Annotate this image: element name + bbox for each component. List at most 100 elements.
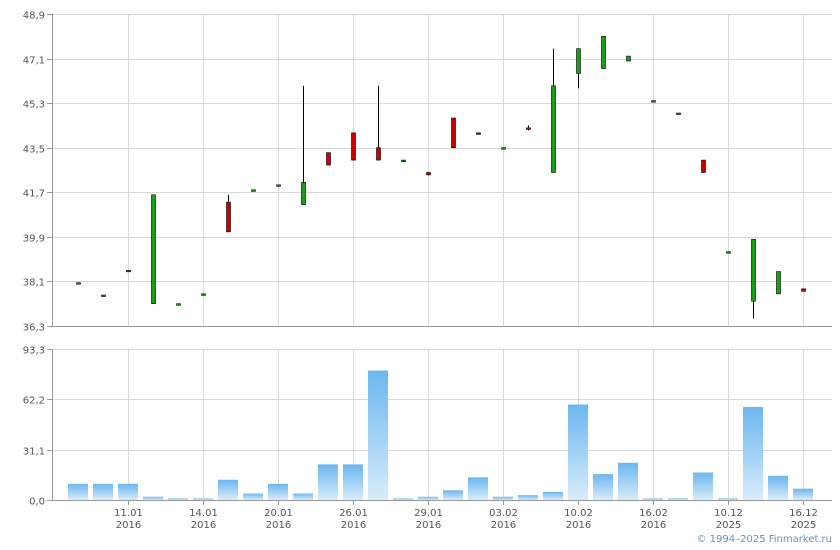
candle-body <box>601 35 606 69</box>
candle <box>276 184 281 187</box>
x-tick-label-year: 2016 <box>641 520 666 531</box>
candle-body <box>351 132 356 161</box>
volume-bar <box>593 474 613 500</box>
volume-bar <box>493 496 513 500</box>
x-tick-label-year: 2016 <box>191 520 216 531</box>
x-tick-label-date: 16.12 <box>789 508 818 519</box>
candle <box>776 271 781 295</box>
candle-body <box>226 201 231 233</box>
candle <box>151 194 156 305</box>
candle-body <box>651 100 656 103</box>
price-y-tick-label: 45,3 <box>23 100 45 111</box>
candle-body <box>576 48 581 74</box>
volume-bar <box>343 464 363 500</box>
volume-bar <box>793 488 813 500</box>
candle <box>326 152 331 166</box>
candle <box>426 172 431 176</box>
volume-bar <box>743 406 763 500</box>
candle-body <box>126 269 131 273</box>
candle-body <box>501 147 506 150</box>
volume-bar <box>443 490 463 500</box>
volume-bar <box>393 498 413 500</box>
candle-body <box>526 127 531 130</box>
candle-body <box>401 159 406 162</box>
candle-body <box>676 112 681 115</box>
price-panel: 48,9 47,1 45,3 43,5 41,7 39,9 38,1 36,3 <box>23 11 832 334</box>
volume-bar <box>543 491 563 500</box>
volume-bar <box>768 475 788 500</box>
candle <box>726 251 731 254</box>
volume-bar <box>668 498 688 500</box>
copyright-credit[interactable]: © 1994–2025 Finmarket.ru <box>696 534 832 545</box>
volume-bar <box>293 493 313 500</box>
candle <box>751 239 756 319</box>
candle-body <box>326 152 331 166</box>
x-tick-label-year: 2016 <box>266 520 291 531</box>
x-tick-label-date: 10.12 <box>714 508 743 519</box>
x-tick-label-date: 20.01 <box>264 508 293 519</box>
price-y-tick-label: 41,7 <box>23 189 45 200</box>
candle-body <box>801 288 806 292</box>
x-tick-label-year: 2016 <box>566 520 591 531</box>
volume-y-tick-label: 93,3 <box>23 346 45 357</box>
candle <box>701 159 706 173</box>
volume-bar <box>518 495 538 500</box>
candle <box>626 55 631 62</box>
x-tick-label-date: 16.02 <box>639 508 668 519</box>
candle-body <box>701 159 706 173</box>
candle-body <box>476 132 481 135</box>
candle <box>651 100 656 103</box>
volume-y-tick-label: 31,1 <box>23 447 45 458</box>
volume-bar <box>143 496 163 500</box>
candle-body <box>751 239 756 302</box>
price-y-tick-label: 47,1 <box>23 56 45 67</box>
candle-body <box>726 251 731 254</box>
volume-bar <box>218 479 238 500</box>
candle <box>126 269 131 273</box>
x-tick-label-year: 2016 <box>341 520 366 531</box>
price-y-tick-label: 48,9 <box>23 11 45 22</box>
candle <box>551 48 556 173</box>
candle <box>176 303 181 306</box>
x-tick-label-date: 11.01 <box>114 508 143 519</box>
x-tick-label-year: 2016 <box>116 520 141 531</box>
x-tick-label-date: 10.02 <box>564 508 593 519</box>
candle <box>601 35 606 69</box>
candle <box>226 194 231 233</box>
x-tick-label-year: 2016 <box>416 520 441 531</box>
x-tick-label-date: 26.01 <box>339 508 368 519</box>
candle-body <box>626 55 631 62</box>
volume-bar <box>568 404 588 500</box>
candle-body <box>151 194 156 305</box>
price-y-tick-label: 38,1 <box>23 278 45 289</box>
candle-body <box>276 184 281 187</box>
x-tick-label-year: 2016 <box>491 520 516 531</box>
candle <box>401 159 406 162</box>
x-axis: 11.01201614.01201620.01201626.01201629.0… <box>114 500 818 531</box>
candle <box>101 294 106 297</box>
x-tick-label-year: 2025 <box>716 520 741 531</box>
candle <box>451 117 456 149</box>
volume-bar <box>643 498 663 500</box>
candle-body <box>451 117 456 149</box>
volume-bar <box>618 462 638 500</box>
candle <box>351 132 356 161</box>
candle <box>201 293 206 296</box>
candle-body <box>426 172 431 176</box>
volume-bar <box>168 498 188 500</box>
candle-body <box>176 303 181 306</box>
candle-body <box>101 294 106 297</box>
candle-body <box>251 189 256 192</box>
candle-body <box>201 293 206 296</box>
volume-bar <box>368 370 388 500</box>
volume-bar <box>68 483 88 500</box>
volume-bar <box>93 483 113 500</box>
candle-body <box>776 271 781 295</box>
volume-bar <box>268 483 288 500</box>
x-tick-label-date: 03.02 <box>489 508 518 519</box>
candle <box>301 85 306 205</box>
candle <box>576 48 581 89</box>
volume-y-tick-label: 62,2 <box>23 396 45 407</box>
candle-body <box>301 182 306 205</box>
